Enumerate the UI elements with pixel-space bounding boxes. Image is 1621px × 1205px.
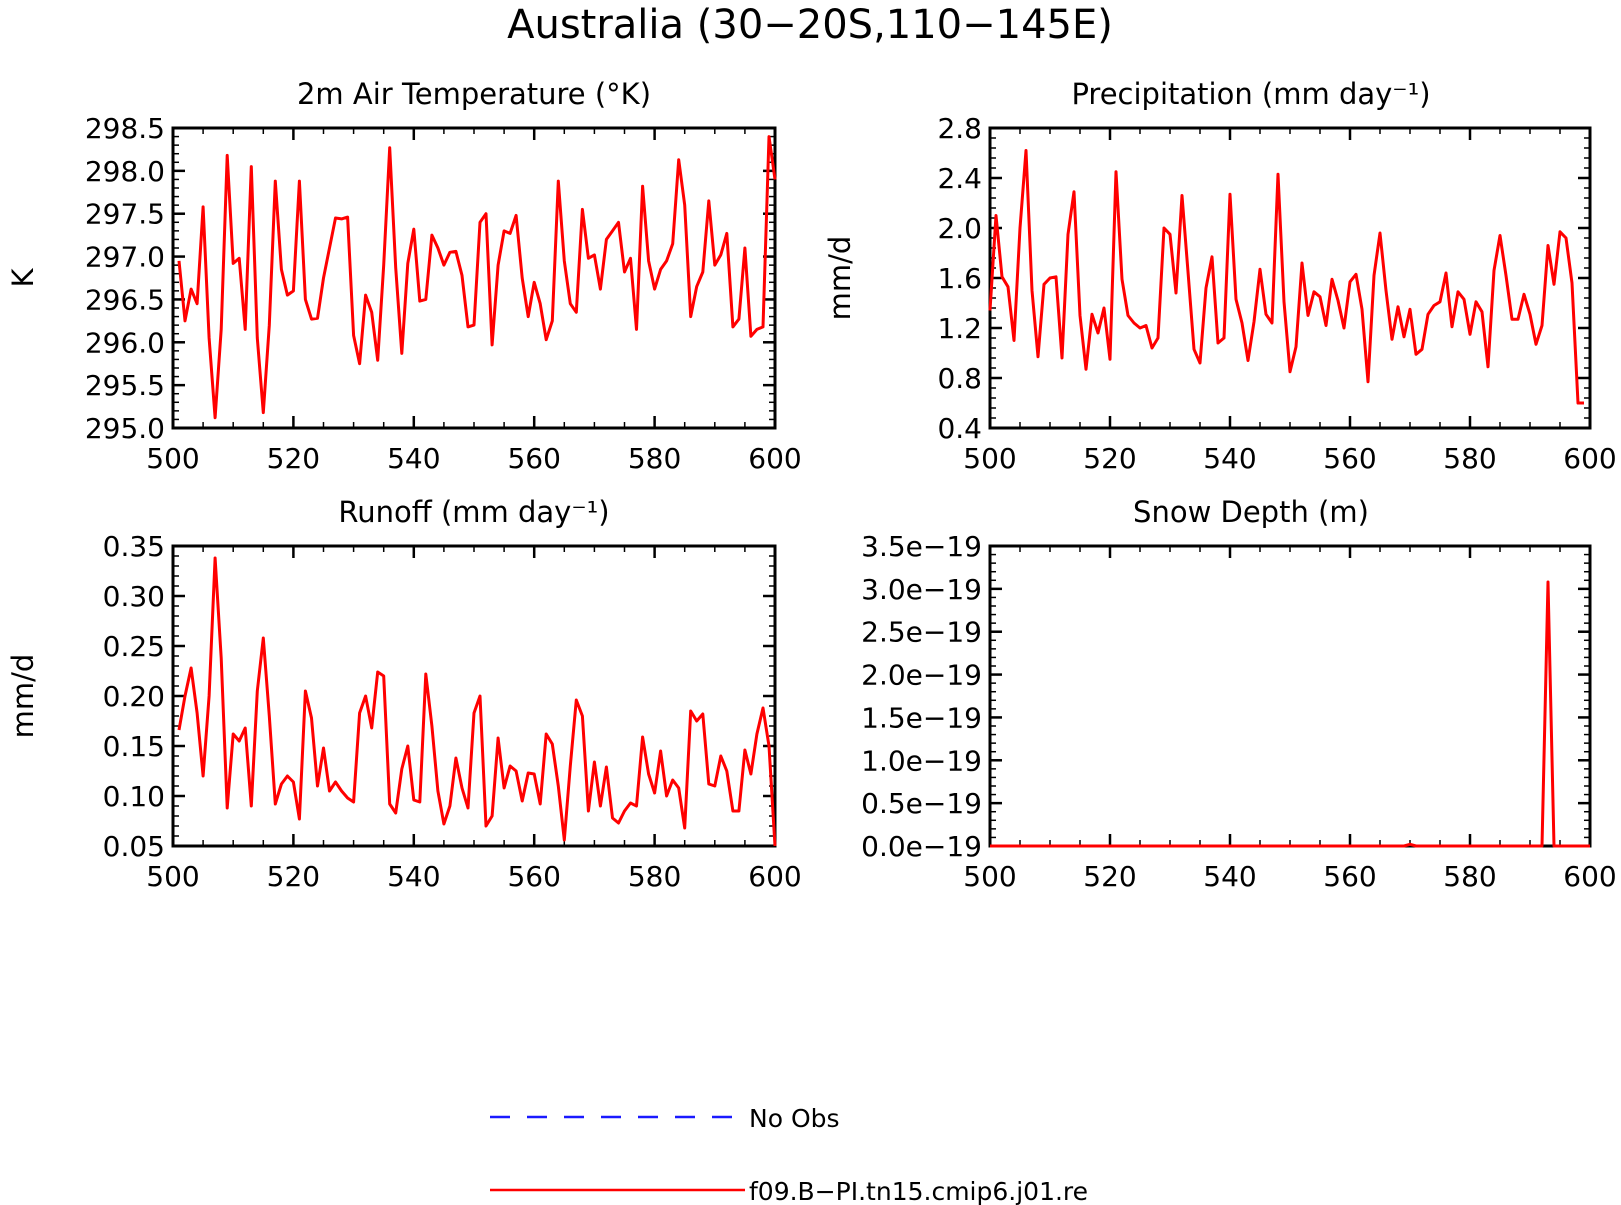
y-tick-label: 1.0e−19 <box>861 744 982 777</box>
y-tick-label: 3.5e−19 <box>861 530 982 563</box>
y-tick-label: 0.8 <box>937 362 982 395</box>
y-axis-label: mm/d <box>823 236 857 321</box>
y-tick-label: 2.0e−19 <box>861 659 982 692</box>
x-tick-label: 560 <box>507 442 560 475</box>
y-tick-label: 0.4 <box>937 412 982 445</box>
y-tick-label: 0.20 <box>103 680 165 713</box>
panel-runoff: Runoff (mm day⁻¹) 500 520 540 560 580 600 0.05… <box>6 495 802 893</box>
x-tick-label: 520 <box>267 442 320 475</box>
y-tick-label: 0.35 <box>103 530 165 563</box>
x-tick-label: 560 <box>1323 442 1376 475</box>
y-tick-label: 295.0 <box>85 412 165 445</box>
x-tick-label: 600 <box>1563 860 1616 893</box>
series-line <box>177 135 777 420</box>
panel-title: 2m Air Temperature (°K) <box>297 77 651 111</box>
x-tick-label: 560 <box>507 860 560 893</box>
series-line <box>177 556 777 847</box>
panel-title: Precipitation (mm day⁻¹) <box>1071 77 1430 111</box>
x-tick-label: 600 <box>1563 442 1616 475</box>
x-tick-label: 600 <box>748 442 801 475</box>
panel-snow-depth: Snow Depth (m) 500 520 540 560 580 600 0.0e−19… <box>861 495 1617 893</box>
x-tick-label: 540 <box>387 442 440 475</box>
y-tick-label: 0.05 <box>103 830 165 863</box>
legend: No Obs f09.B−PI.tn15.cmip6.j01.re <box>490 1104 1088 1205</box>
y-tick-label: 0.30 <box>103 580 165 613</box>
series-line <box>990 580 1590 848</box>
y-tick-label: 1.6 <box>937 262 982 295</box>
y-tick-label: 2.8 <box>937 112 982 145</box>
plot-frame <box>988 126 1592 430</box>
x-tick-label: 500 <box>146 860 199 893</box>
x-tick-label: 580 <box>1443 860 1496 893</box>
y-axis-label: K <box>6 268 40 288</box>
x-tick-label: 540 <box>387 860 440 893</box>
y-tick-label: 2.4 <box>937 162 982 195</box>
x-tick-label: 580 <box>1443 442 1496 475</box>
legend-label-model: f09.B−PI.tn15.cmip6.j01.re <box>749 1177 1088 1205</box>
y-tick-label: 0.25 <box>103 630 165 663</box>
x-tick-label: 500 <box>146 442 199 475</box>
x-tick-label: 600 <box>748 860 801 893</box>
y-tick-label: 1.2 <box>937 312 982 345</box>
y-tick-label: 0.5e−19 <box>861 787 982 820</box>
y-tick-label: 295.5 <box>85 369 165 402</box>
y-tick-label: 1.5e−19 <box>861 701 982 734</box>
panel-title: Runoff (mm day⁻¹) <box>338 495 609 529</box>
plot-frame <box>171 126 777 430</box>
x-tick-label: 500 <box>963 442 1016 475</box>
y-tick-label: 0.10 <box>103 780 165 813</box>
x-tick-label: 520 <box>1083 442 1136 475</box>
x-tick-label: 580 <box>628 860 681 893</box>
panel-air-temperature: 2m Air Temperature (°K) 500 520 540 560 580 6… <box>6 77 802 475</box>
plot-frame <box>988 544 1592 848</box>
y-tick-label: 0.15 <box>103 730 165 763</box>
y-tick-label: 3.0e−19 <box>861 573 982 606</box>
panel-precipitation: Precipitation (mm day⁻¹) 500 520 540 560 580… <box>823 77 1617 475</box>
legend-label-no-obs: No Obs <box>749 1104 840 1133</box>
x-tick-label: 540 <box>1203 442 1256 475</box>
series-line <box>988 149 1584 405</box>
figure-title: Australia (30−20S,110−145E) <box>507 2 1113 48</box>
y-tick-label: 0.0e−19 <box>861 830 982 863</box>
y-tick-label: 297.0 <box>85 241 165 274</box>
x-tick-label: 520 <box>267 860 320 893</box>
y-tick-label: 2.0 <box>937 212 982 245</box>
y-tick-label: 2.5e−19 <box>861 616 982 649</box>
x-tick-label: 540 <box>1203 860 1256 893</box>
y-tick-label: 298.5 <box>85 112 165 145</box>
x-tick-label: 580 <box>628 442 681 475</box>
y-tick-label: 297.5 <box>85 198 165 231</box>
panel-title: Snow Depth (m) <box>1133 495 1369 529</box>
x-tick-label: 520 <box>1083 860 1136 893</box>
x-tick-label: 560 <box>1323 860 1376 893</box>
y-axis-label: mm/d <box>6 654 40 739</box>
x-tick-label: 500 <box>963 860 1016 893</box>
y-tick-label: 296.5 <box>85 283 165 316</box>
y-tick-label: 296.0 <box>85 326 165 359</box>
y-tick-label: 298.0 <box>85 155 165 188</box>
